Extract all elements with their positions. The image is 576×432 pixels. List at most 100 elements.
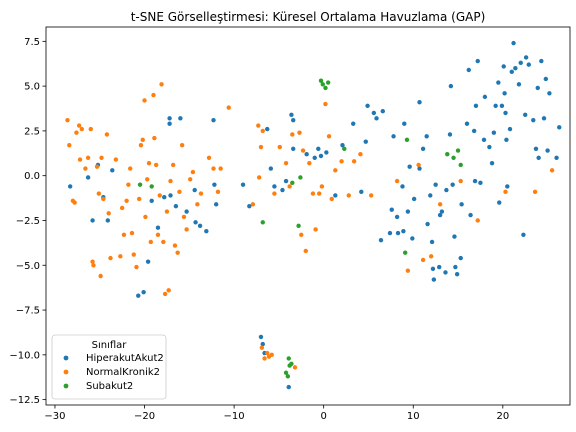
data-point-NormalKronik2 [96, 191, 102, 196]
data-point-NormalKronik2 [262, 356, 267, 361]
data-point-NormalKronik2 [215, 189, 221, 195]
data-point-Subakut2 [283, 370, 289, 375]
legend-label-Subakut2: Subakut2 [86, 381, 133, 392]
data-point-HiperakutAkut2 [304, 151, 309, 157]
data-point-HiperakutAkut2 [363, 139, 368, 144]
data-point-Subakut2 [455, 148, 461, 153]
data-point-HiperakutAkut2 [430, 266, 436, 272]
data-point-HiperakutAkut2 [247, 203, 252, 209]
data-point-NormalKronik2 [151, 92, 156, 98]
data-point-HiperakutAkut2 [340, 143, 345, 148]
plot-frame [45, 26, 571, 406]
data-point-NormalKronik2 [162, 291, 168, 297]
data-point-HiperakutAkut2 [168, 193, 173, 198]
data-point-NormalKronik2 [106, 211, 111, 216]
data-point-NormalKronik2 [416, 162, 421, 168]
data-point-HiperakutAkut2 [394, 214, 400, 220]
data-point-HiperakutAkut2 [405, 209, 411, 214]
data-point-HiperakutAkut2 [145, 259, 151, 264]
data-point-NormalKronik2 [90, 259, 95, 264]
data-point-HiperakutAkut2 [359, 189, 364, 195]
data-point-HiperakutAkut2 [204, 229, 209, 234]
data-point-Subakut2 [298, 175, 303, 180]
data-point-NormalKronik2 [299, 232, 304, 238]
y-tick-label: 5.0 [24, 82, 40, 93]
data-point-NormalKronik2 [119, 205, 125, 211]
data-point-NormalKronik2 [91, 263, 96, 268]
data-point-NormalKronik2 [310, 191, 316, 196]
data-point-HiperakutAkut2 [197, 223, 203, 229]
data-point-HiperakutAkut2 [193, 220, 198, 225]
data-point-NormalKronik2 [136, 196, 142, 202]
data-point-NormalKronik2 [159, 82, 164, 87]
data-point-NormalKronik2 [76, 123, 82, 128]
y-tick-label: −2.5 [16, 216, 40, 227]
legend: Sınıflar HiperakutAkut2 NormalKronik2 Suba… [51, 334, 167, 400]
data-point-HiperakutAkut2 [472, 178, 478, 184]
chart-title: t-SNE Görselleştirmesi: Küresel Ortalama… [131, 10, 486, 24]
data-point-HiperakutAkut2 [289, 112, 294, 117]
data-point-HiperakutAkut2 [213, 202, 219, 207]
x-tick-label: −30 [44, 411, 65, 422]
data-point-HiperakutAkut2 [496, 80, 501, 85]
data-point-HiperakutAkut2 [502, 91, 507, 96]
data-point-Subakut2 [260, 220, 265, 225]
y-tick-label: 0.0 [24, 171, 40, 182]
data-point-NormalKronik2 [198, 191, 204, 196]
data-point-NormalKronik2 [190, 169, 196, 175]
y-tick-label: −12.5 [9, 395, 40, 406]
points-layer [65, 40, 562, 390]
data-point-HiperakutAkut2 [417, 100, 422, 105]
data-point-NormalKronik2 [503, 189, 508, 195]
data-point-HiperakutAkut2 [184, 209, 189, 214]
data-point-HiperakutAkut2 [443, 270, 448, 275]
data-point-HiperakutAkut2 [312, 155, 317, 160]
data-point-HiperakutAkut2 [481, 137, 487, 143]
data-point-NormalKronik2 [428, 254, 434, 259]
data-point-HiperakutAkut2 [448, 83, 454, 89]
x-tick-label: 0 [320, 411, 326, 422]
data-point-NormalKronik2 [177, 189, 182, 195]
data-point-HiperakutAkut2 [497, 200, 502, 205]
data-point-NormalKronik2 [532, 189, 538, 195]
data-point-NormalKronik2 [437, 202, 443, 207]
data-point-HiperakutAkut2 [482, 94, 488, 100]
data-point-NormalKronik2 [170, 162, 176, 168]
data-point-NormalKronik2 [77, 157, 83, 162]
data-point-NormalKronik2 [326, 134, 332, 139]
data-point-HiperakutAkut2 [431, 277, 437, 282]
x-tick-label: −20 [134, 411, 155, 422]
data-point-HiperakutAkut2 [473, 103, 479, 109]
data-point-NormalKronik2 [152, 135, 157, 141]
data-point-HiperakutAkut2 [136, 293, 141, 298]
data-point-NormalKronik2 [292, 365, 298, 370]
data-point-NormalKronik2 [256, 123, 261, 128]
data-point-NormalKronik2 [83, 166, 88, 171]
data-point-NormalKronik2 [206, 155, 212, 160]
data-point-NormalKronik2 [148, 239, 153, 245]
data-point-HiperakutAkut2 [402, 121, 407, 126]
data-point-HiperakutAkut2 [265, 126, 270, 132]
data-point-HiperakutAkut2 [318, 153, 324, 159]
y-tick-label: −5.0 [16, 261, 40, 272]
data-point-NormalKronik2 [259, 345, 265, 350]
data-point-HiperakutAkut2 [316, 146, 321, 152]
data-point-NormalKronik2 [260, 128, 265, 134]
data-point-HiperakutAkut2 [378, 237, 384, 243]
data-point-NormalKronik2 [319, 184, 325, 189]
data-point-HiperakutAkut2 [458, 255, 463, 261]
data-point-HiperakutAkut2 [85, 175, 91, 180]
data-point-HiperakutAkut2 [543, 76, 549, 82]
data-point-NormalKronik2 [121, 232, 127, 238]
data-point-NormalKronik2 [129, 230, 135, 236]
data-point-HiperakutAkut2 [428, 193, 433, 198]
y-tick-label: 7.5 [24, 37, 40, 48]
legend-title: Sınıflar [92, 340, 128, 351]
data-point-NormalKronik2 [181, 214, 187, 220]
data-point-HiperakutAkut2 [505, 184, 510, 189]
data-point-HiperakutAkut2 [554, 155, 559, 160]
data-point-NormalKronik2 [303, 248, 308, 254]
data-point-Subakut2 [318, 78, 324, 83]
data-point-NormalKronik2 [226, 105, 231, 110]
legend-label-NormalKronik2: NormalKronik2 [86, 367, 160, 378]
